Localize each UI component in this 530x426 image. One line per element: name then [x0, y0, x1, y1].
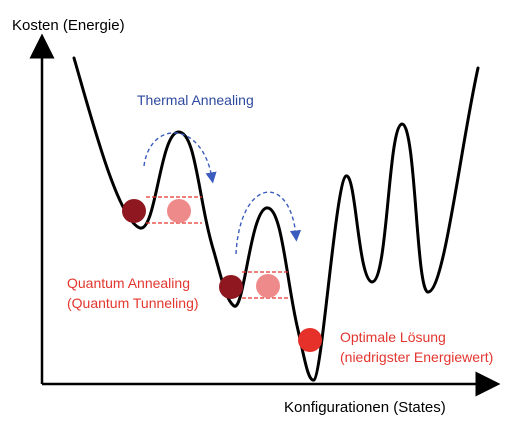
lowest-energy-label: (niedrigster Energiewert) [340, 349, 493, 365]
energy-curve [72, 56, 480, 382]
x-axis-label: Konfigurationen (States) [284, 399, 446, 416]
state-ball-dark-1 [122, 199, 146, 223]
y-axis-label: Kosten (Energie) [12, 17, 125, 34]
optimal-solution-label: Optimale Lösung [340, 329, 446, 345]
thermal-annealing-label: Thermal Annealing [137, 92, 254, 108]
optimal-state-ball [298, 328, 322, 352]
quantum-annealing-label: Quantum Annealing [67, 275, 190, 291]
quantum-tunneling-label: (Quantum Tunneling) [67, 295, 199, 311]
state-ball-light-1 [167, 199, 191, 223]
state-ball-light-2 [256, 274, 280, 298]
state-ball-dark-2 [219, 275, 243, 299]
thermal-arrow-1 [143, 132, 217, 184]
thermal-arrow-2 [235, 191, 302, 255]
